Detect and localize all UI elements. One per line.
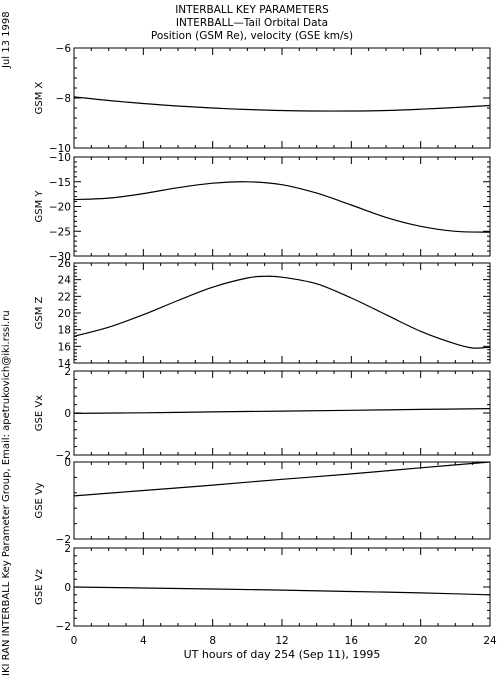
chart-title-line-2: INTERBALL—Tail Orbital Data [175,17,329,29]
panel-3-y-tick-label: 22 [58,291,71,303]
panel-5-y-axis-label: GSE Vy [34,482,45,518]
panel-3-y-tick-label: 14 [58,358,72,370]
panel-3-y-tick-label: 16 [58,341,72,353]
panel-4-y-tick-label: 2 [64,366,71,378]
panel-6-frame [73,547,491,627]
chart-title-line-3: Position (GSM Re), velocity (GSE km/s) [150,30,354,42]
panel-4-y-axis-label: GSE Vx [34,395,45,431]
x-tick-label: 20 [414,635,427,647]
x-tick-label: 12 [275,635,288,647]
panel-2-y-tick-label: −15 [49,177,71,189]
panel-5-y-tick-label: 0 [64,457,71,469]
panel-6-y-tick-label: −2 [56,621,71,633]
x-tick-label: 24 [483,635,497,647]
panel-5-y-tick-label: −2 [56,534,71,546]
panel-6-y-axis-label: GSE Vz [34,569,45,605]
panel-3-frame [73,262,491,364]
panel-5-frame [73,461,491,540]
panel-1-y-tick-label: −6 [56,43,72,55]
x-tick-label: 16 [345,635,359,647]
chart-title-line-1: INTERBALL KEY PARAMETERS [175,4,329,16]
panel-2-y-tick-label: −25 [49,226,71,238]
panel-1-y-tick-label: −10 [49,143,71,155]
panel-6-y-tick-label: 0 [64,582,71,594]
panel-4-y-tick-label: −2 [56,450,71,462]
x-axis-label: UT hours of day 254 (Sep 11), 1995 [183,648,381,661]
panel-1-y-tick-label: −8 [56,93,71,105]
panel-2-y-tick-label: −30 [49,251,71,263]
panel-6-y-tick-label: 2 [64,543,71,555]
panel-2-y-tick-label: −20 [49,202,71,214]
panel-3-series-line [73,275,491,349]
panel-6-series-line [73,586,491,596]
panel-3-y-tick-label: 20 [58,308,71,320]
panel-3-y-tick-label: 18 [58,325,71,337]
panel-1-y-axis-label: GSM X [34,81,45,114]
panel-4-y-tick-label: 0 [64,408,71,420]
x-tick-label: 0 [71,635,78,647]
panel-3-y-tick-label: 26 [58,258,72,270]
panel-3-y-tick-label: 24 [58,275,72,287]
panel-2-series-line [73,181,491,233]
panel-2-y-axis-label: GSM Y [34,190,45,223]
panel-2-y-tick-label: −10 [49,152,71,164]
panel-3-y-axis-label: GSM Z [34,296,45,329]
panel-5-series-line [73,461,491,497]
x-tick-label: 8 [209,635,216,647]
panel-1-series-line [73,96,491,112]
panel-1-frame [73,47,491,149]
panel-2-frame [73,156,491,257]
panel-4-series-line [73,408,491,414]
x-tick-label: 4 [140,635,147,647]
